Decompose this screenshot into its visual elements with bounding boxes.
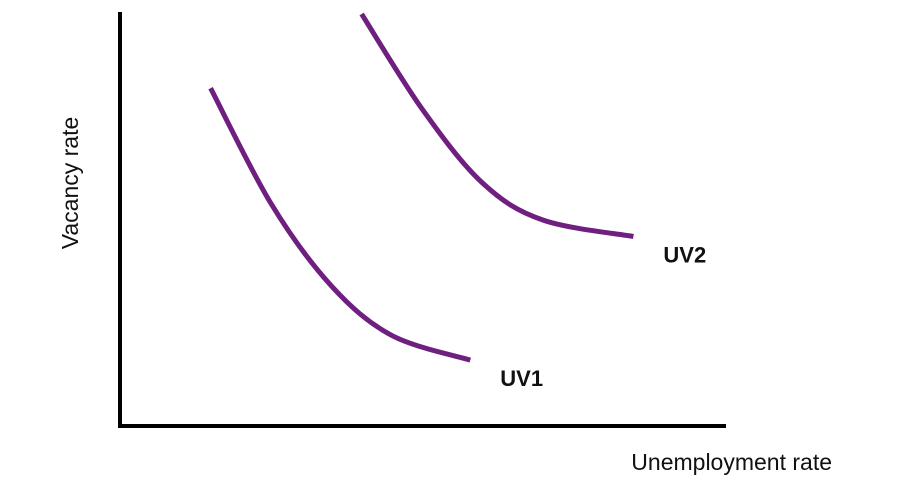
series-layer: UV1 UV2 [208, 12, 706, 391]
series-line-uv1 [208, 87, 472, 363]
series-label-uv2: UV2 [663, 243, 706, 268]
series-label-uv1: UV1 [500, 366, 543, 391]
y-axis-label: Vacancy rate [57, 117, 83, 250]
series-line-uv2 [359, 12, 634, 239]
x-axis-label: Unemployment rate [631, 449, 832, 475]
